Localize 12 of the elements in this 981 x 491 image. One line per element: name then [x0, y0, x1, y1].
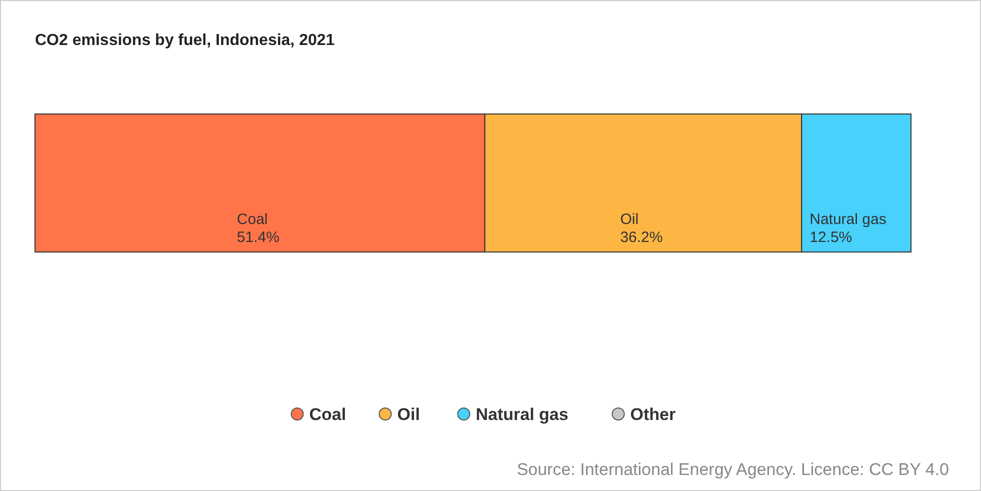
text: Coal	[309, 405, 346, 424]
legend-label: Other	[630, 405, 676, 424]
text: Oil	[620, 211, 639, 228]
source-note: Source: International Energy Agency. Licence: CC BY 4.0	[516, 460, 949, 479]
legend-label: Oil	[397, 405, 420, 424]
data-label: 36.2%	[620, 229, 663, 246]
chart-title: CO2 emissions by fuel, Indonesia, 2021	[35, 32, 335, 49]
data-label: 12.5%	[810, 229, 852, 246]
text: Natural gas	[810, 211, 886, 228]
series-label: Coal	[236, 211, 268, 228]
legend-label: Natural gas	[476, 405, 568, 424]
data-label: 51.4%	[236, 229, 280, 246]
